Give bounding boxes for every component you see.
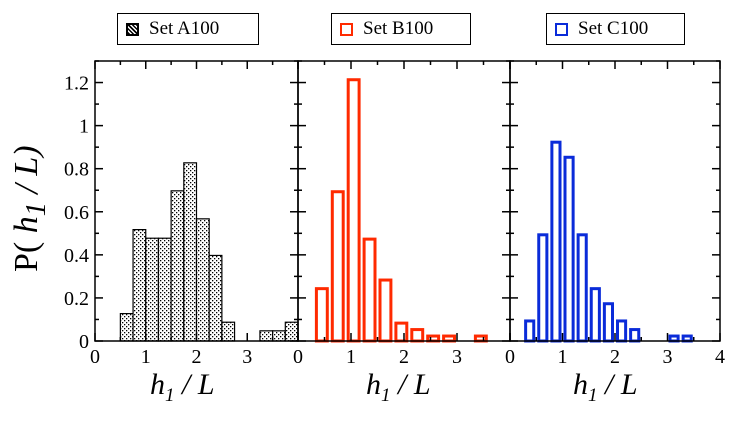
legend-b-label: Set B100 <box>363 18 434 39</box>
bar-b-1 <box>330 190 345 343</box>
bar-a-3 <box>157 237 172 342</box>
x-label-c-var: h <box>573 368 588 401</box>
bar-b-5 <box>394 321 409 343</box>
x-tick-label-c-1: 1 <box>558 346 568 368</box>
bar-a-7 <box>208 254 223 342</box>
x-label-c-suffix: / L <box>597 368 638 401</box>
y-axis-label: P( h1 / L) <box>8 145 53 272</box>
x-axis-label-c: h1 / L <box>573 368 638 407</box>
bar-c-4 <box>576 233 588 343</box>
bar-a-4 <box>170 190 185 342</box>
x-axis-label-b: h1 / L <box>366 368 431 407</box>
bar-c-6 <box>602 302 614 343</box>
legend-a-swatch <box>126 22 139 36</box>
y-label-var: h <box>8 216 45 234</box>
bar-b-3 <box>362 237 377 343</box>
panel-frame-c <box>509 60 721 342</box>
x-label-c-sub: 1 <box>588 385 598 406</box>
legend-b: Set B100 <box>331 13 471 45</box>
x-tick-label-a-1: 1 <box>141 346 151 368</box>
bar-a-6 <box>195 218 210 342</box>
bar-b-2 <box>346 78 361 343</box>
x-label-a-sub: 1 <box>165 385 175 406</box>
legend-c-label: Set C100 <box>578 18 649 39</box>
bar-c-0 <box>524 319 536 343</box>
x-tick-label-a-3: 3 <box>242 346 252 368</box>
y-tick-label-1: 1 <box>79 116 89 138</box>
x-label-b-suffix: / L <box>390 368 431 401</box>
bar-a-5 <box>183 162 198 342</box>
x-label-b-var: h <box>366 368 381 401</box>
bar-a-11 <box>259 330 274 342</box>
x-tick-label-c-0: 0 <box>505 346 515 368</box>
bar-c-2 <box>550 140 562 343</box>
x-label-b-sub: 1 <box>381 385 391 406</box>
x-tick-label-b-0: 0 <box>293 346 303 368</box>
bar-c-5 <box>589 287 601 343</box>
y-tick-label-1.2: 1.2 <box>64 73 89 95</box>
bar-c-1 <box>537 233 549 343</box>
y-tick-label-0.6: 0.6 <box>64 202 89 224</box>
bar-a-0 <box>119 313 134 342</box>
x-tick-label-a-0: 0 <box>90 346 100 368</box>
legend-c-swatch <box>555 22 568 36</box>
x-tick-label-c-2: 2 <box>610 346 620 368</box>
y-label-suffix: / L) <box>8 145 45 203</box>
legend-a: Set A100 <box>117 13 259 45</box>
bar-c-8 <box>629 328 641 343</box>
bar-a-1 <box>132 229 147 342</box>
bar-c-3 <box>563 155 575 343</box>
chart-marks: 0 1 2 3 0 0.2 0.4 0.6 0.8 1 1.2 0 1 2 3 0 1 2 3 4 <box>64 60 725 368</box>
legend-a-label: Set A100 <box>149 18 220 39</box>
x-axis-label-a: h1 / L <box>150 368 215 407</box>
x-tick-label-b-2: 2 <box>399 346 409 368</box>
bar-a-2 <box>145 237 160 342</box>
y-tick-label-0.4: 0.4 <box>64 245 89 267</box>
x-tick-label-c-4: 4 <box>715 346 725 368</box>
y-tick-label-0.8: 0.8 <box>64 159 89 181</box>
y-label-prefix: P( <box>8 241 45 272</box>
bar-b-4 <box>378 278 393 343</box>
y-label-sub: 1 <box>20 202 52 217</box>
bar-b-6 <box>410 328 425 343</box>
bar-a-12 <box>272 330 286 342</box>
y-tick-label-0.2: 0.2 <box>64 288 89 310</box>
legend-b-swatch <box>340 22 353 36</box>
x-label-a-var: h <box>150 368 165 401</box>
bar-a-8 <box>221 321 236 342</box>
panel-frame-b <box>297 60 511 342</box>
bar-c-7 <box>616 319 628 343</box>
x-label-a-suffix: / L <box>174 368 215 401</box>
x-tick-label-a-2: 2 <box>192 346 202 368</box>
x-tick-label-b-1: 1 <box>346 346 356 368</box>
bar-b-0 <box>314 287 329 343</box>
y-tick-label-0: 0 <box>79 331 89 353</box>
x-tick-label-c-3: 3 <box>663 346 673 368</box>
legend-c: Set C100 <box>546 13 685 45</box>
x-tick-label-b-3: 3 <box>452 346 462 368</box>
bar-a-13 <box>284 321 299 342</box>
